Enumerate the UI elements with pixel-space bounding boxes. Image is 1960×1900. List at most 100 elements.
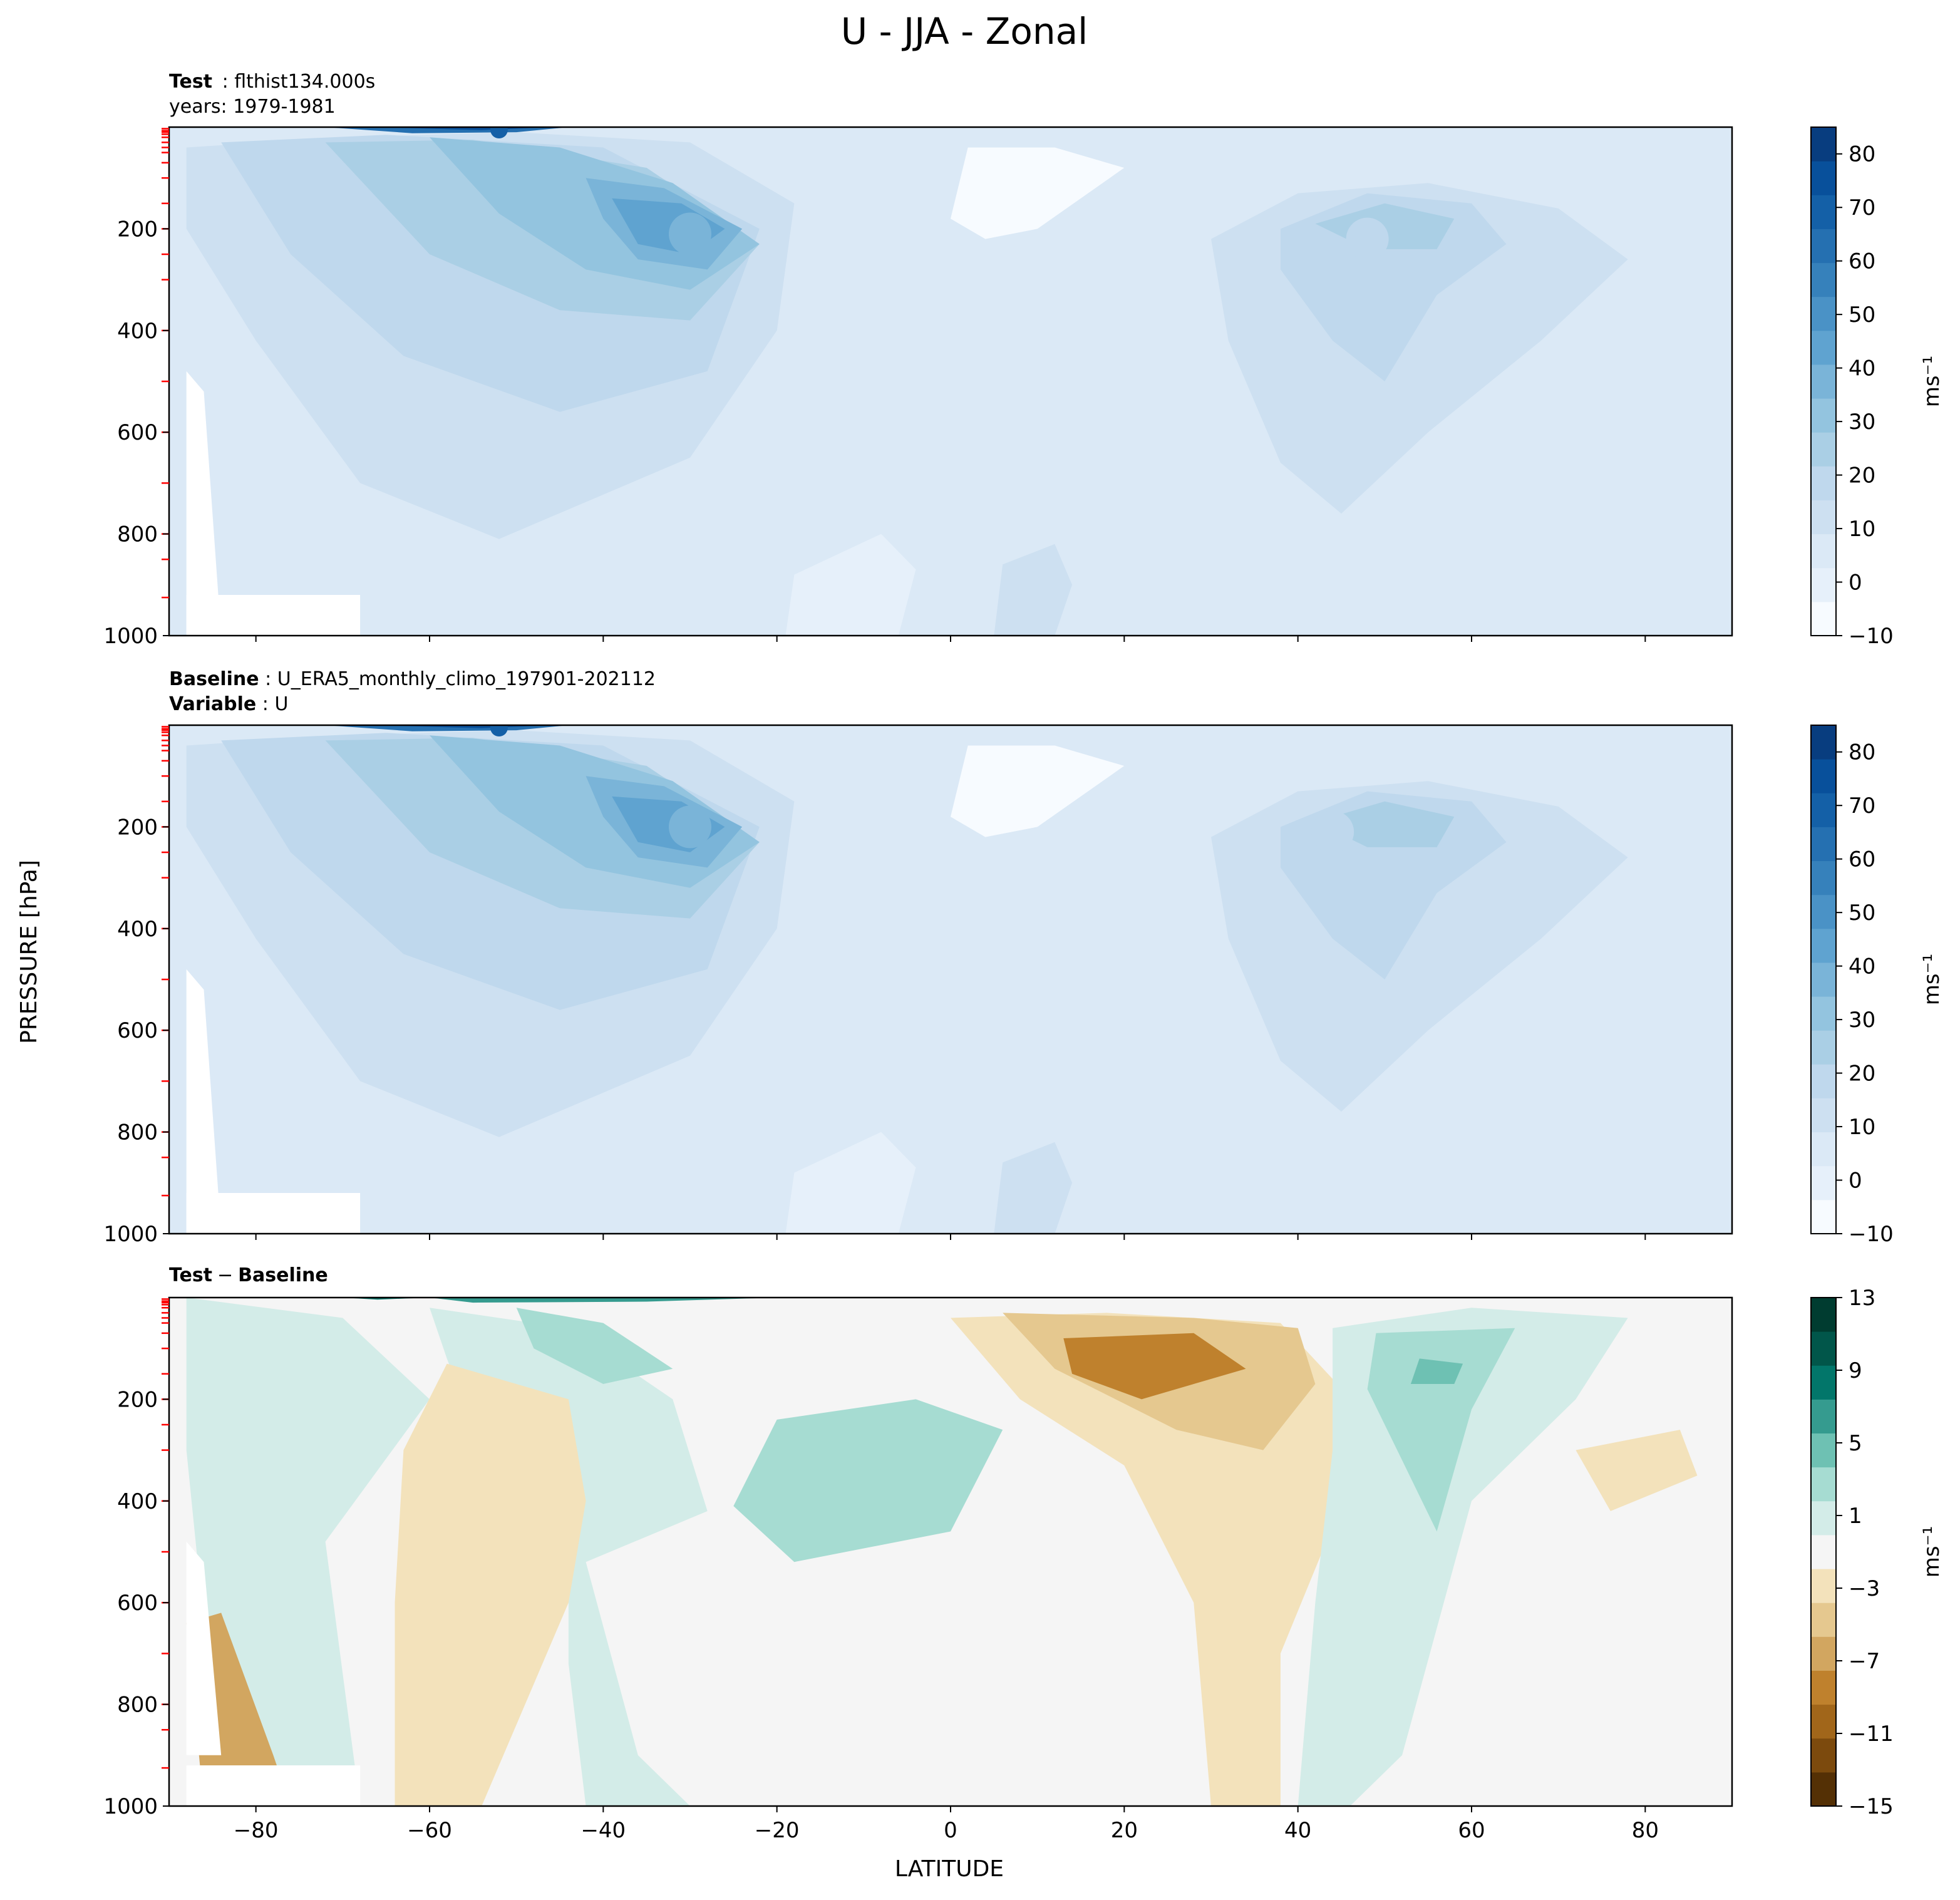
y-axis-label: PRESSURE [hPa] [16,860,42,1044]
colorbar-tick-label: 20 [1849,1061,1875,1087]
colorbar-tick-label: 20 [1849,463,1875,488]
jet-core [1346,217,1389,261]
colorbar-tick-label: 10 [1849,517,1875,542]
contour-region [516,1308,673,1384]
y-tick-label: 1000 [103,1794,158,1819]
panel-3-header-bold-b: Baseline [238,1264,328,1286]
x-tick-label: 80 [1632,1818,1659,1843]
panel-3-header: Test − Baseline [169,1264,328,1286]
contour-region [1297,1308,1628,1806]
y-tick-label: 600 [117,1591,158,1616]
colorbar-tick-label: 50 [1849,302,1875,328]
contour-region [1576,1430,1698,1511]
panel-2-header-variable: U [274,693,288,715]
y-tick-label: 200 [117,217,158,242]
svg-text:Baseline : U_ERA5_monthly_clim: Baseline : U_ERA5_monthly_climo_197901-2… [169,668,656,690]
colorbar-segment [1811,1603,1836,1637]
contour-field [169,725,1732,1234]
y-tick-label: 400 [117,1489,158,1514]
colorbar-segment [1811,996,1836,1031]
panel-1-header-years: years: 1979-1981 [169,96,336,118]
contour-region [186,1765,361,1806]
colorbar-segment [1811,364,1836,399]
contour-region [1063,1333,1246,1400]
jet-core [490,127,508,139]
colorbar-tick-label: 1 [1849,1504,1862,1529]
contour-region [395,1363,586,1806]
colorbar-segment [1811,1030,1836,1065]
colorbar-segment [1811,567,1836,602]
colorbar-tick-label: −10 [1849,1222,1894,1247]
colorbar-tick-label: −3 [1849,1576,1880,1601]
colorbar-segment [1811,262,1836,297]
colorbar-segment [1811,296,1836,331]
x-axis-label: LATITUDE [895,1856,1004,1882]
panel-2-header-variable-bold: Variable [169,693,256,715]
y-tick-label: 800 [117,1693,158,1718]
colorbar-segment [1811,793,1836,827]
svg-text:Test : flthist134.000s: Test : flthist134.000s [169,71,375,93]
colorbar-segment [1811,1165,1836,1200]
contour-region [1410,1358,1463,1384]
colorbar-tick-label: 60 [1849,847,1875,872]
colorbar-tick-label: 40 [1849,954,1875,979]
colorbar-tick-label: −7 [1849,1649,1880,1674]
colorbar-segment [1811,1467,1836,1502]
colorbar-tick-label: 0 [1849,1169,1862,1194]
x-tick-label: 40 [1284,1818,1311,1843]
panel-1-header-bold: Test [169,71,212,93]
colorbar-segment [1811,1365,1836,1400]
x-tick-label: 20 [1111,1818,1138,1843]
colorbar-tick-label: 13 [1849,1286,1875,1311]
colorbar-segment [1811,195,1836,229]
panel-2-header-case: U_ERA5_monthly_climo_197901-202112 [277,668,656,690]
colorbar-segment [1811,827,1836,862]
y-tick-label: 600 [117,420,158,445]
colorbar-segment [1811,229,1836,264]
colorbar-segment [1811,1772,1836,1807]
contour-region [186,595,361,636]
colorbar-segment [1811,928,1836,963]
contour-region [186,1193,361,1234]
colorbar-segment [1811,601,1836,636]
colorbar-segment [1811,725,1836,760]
colorbar-tick-label: 30 [1849,410,1875,435]
colorbar-tick-label: 30 [1849,1008,1875,1033]
y-tick-label: 800 [117,522,158,547]
y-tick-label: 800 [117,1120,158,1145]
y-tick-label: 200 [117,1387,158,1412]
x-tick-label: −60 [407,1818,452,1843]
colorbar-frame [1810,1297,1837,1807]
contour-region [186,371,222,636]
colorbar-segment [1811,894,1836,929]
colorbar-segment [1811,759,1836,793]
x-tick-label: −40 [580,1818,626,1843]
colorbar-segment [1811,1331,1836,1366]
contour-region [430,1298,777,1303]
colorbar-segment [1811,466,1836,500]
contour-region [785,1132,916,1234]
panel-3-header-bold-a: Test [169,1264,212,1286]
colorbar-tick-label: 9 [1849,1358,1862,1383]
colorbar-tick-label: 60 [1849,249,1875,274]
figure-title: U - JJA - Zonal [841,10,1088,53]
svg-text:Test−Baseline: Test − Baseline [169,1264,328,1286]
colorbar-frame [1810,126,1837,636]
contour-field [169,127,1732,636]
colorbar-segment [1811,1569,1836,1603]
panel-3: 200 400 600 800 1000 −80 −60 −40 −20 0 20 40 60 80 −15… [103,1286,1944,1843]
panel-2-header-bold: Baseline [169,668,259,690]
colorbar-segment [1811,860,1836,896]
colorbar-segment [1811,1399,1836,1434]
jet-core [1311,810,1354,854]
jet-core [490,725,508,737]
colorbar-segment [1811,1636,1836,1671]
colorbar-segment [1811,534,1836,569]
colorbar-frame [1810,725,1837,1234]
panel-3-header-minus: − [217,1264,233,1286]
contour-region [951,745,1125,837]
panel-1-header: Test : flthist134.000s years: 1979-1981 [169,71,375,118]
colorbar-label: ms⁻¹ [1919,954,1944,1005]
contour-region [994,544,1073,636]
colorbar-segment [1811,161,1836,195]
